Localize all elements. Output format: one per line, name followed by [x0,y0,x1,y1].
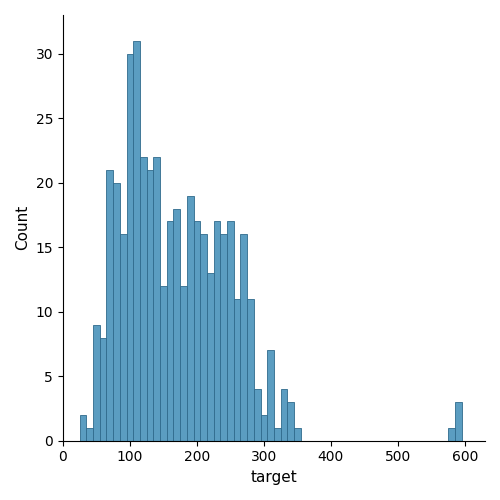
Bar [220,234,227,440]
Bar [93,324,100,440]
Bar [146,170,154,440]
Bar [207,273,214,440]
Bar [240,234,247,440]
Bar [120,234,126,440]
Bar [80,415,86,440]
Bar [448,428,455,440]
Bar [86,428,93,440]
X-axis label: target: target [250,470,298,485]
Bar [455,402,462,440]
Bar [126,54,134,440]
Bar [174,208,180,440]
Bar [113,182,120,440]
Bar [100,338,106,440]
Bar [294,428,301,440]
Bar [154,157,160,440]
Bar [268,350,274,440]
Bar [194,222,200,440]
Bar [274,428,280,440]
Bar [234,299,240,440]
Bar [247,299,254,440]
Bar [106,170,113,440]
Bar [167,222,173,440]
Bar [280,389,287,440]
Bar [254,389,260,440]
Bar [227,222,234,440]
Bar [214,222,220,440]
Bar [134,41,140,440]
Bar [200,234,207,440]
Bar [260,415,268,440]
Bar [187,196,194,440]
Bar [160,286,167,440]
Bar [288,402,294,440]
Bar [140,157,146,440]
Bar [180,286,187,440]
Y-axis label: Count: Count [15,205,30,250]
